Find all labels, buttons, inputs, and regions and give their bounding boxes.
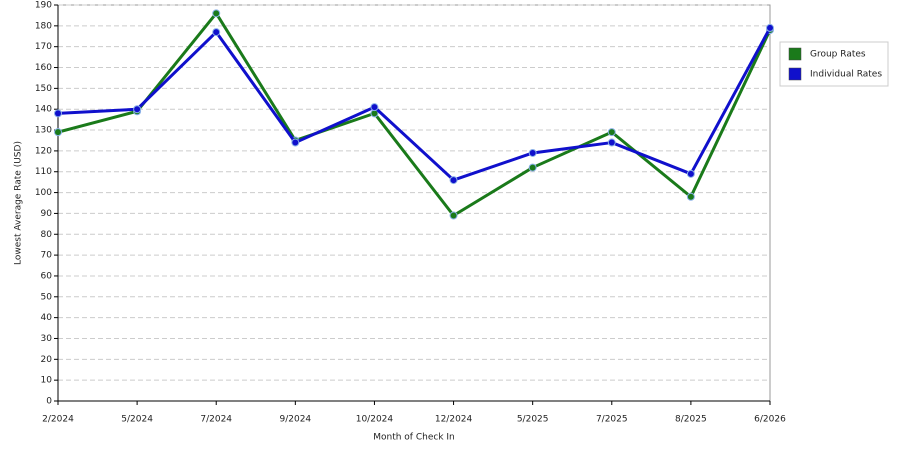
x-tick-label: 8/2025 — [675, 415, 707, 425]
data-point — [449, 176, 458, 185]
y-tick-label: 70 — [41, 251, 53, 261]
data-point — [449, 211, 458, 220]
y-tick-label: 30 — [41, 334, 53, 344]
data-point — [133, 105, 142, 114]
y-tick-label: 160 — [35, 63, 52, 73]
y-tick-label: 130 — [35, 126, 52, 136]
y-tick-label: 60 — [41, 271, 53, 281]
data-point — [54, 128, 62, 137]
plot-frame — [57, 4, 771, 402]
y-tick-label: 80 — [41, 230, 53, 240]
y-tick-label: 110 — [35, 167, 52, 177]
x-tick-label: 7/2024 — [200, 415, 232, 425]
legend-swatch — [788, 47, 802, 61]
x-tick-label: 9/2024 — [279, 415, 311, 425]
data-point — [212, 28, 221, 37]
data-point — [766, 23, 774, 32]
data-point — [54, 109, 62, 118]
x-tick-label: 6/2026 — [754, 415, 786, 425]
y-axis-title: Lowest Average Rate (USD) — [14, 141, 24, 265]
series-line — [57, 11, 772, 218]
legend-label: Group Rates — [810, 50, 866, 60]
y-tick-label: 90 — [41, 209, 53, 219]
y-tick-label: 170 — [35, 42, 52, 52]
series-line — [57, 27, 772, 182]
data-point — [291, 138, 300, 147]
data-point — [370, 103, 379, 112]
y-tick-label: 100 — [35, 188, 52, 198]
y-tick-label: 50 — [41, 292, 53, 302]
x-tick-label: 12/2024 — [435, 415, 473, 425]
y-tick-label: 150 — [35, 84, 52, 94]
y-tick-label: 20 — [41, 355, 53, 365]
data-point — [686, 192, 695, 201]
data-point — [686, 169, 695, 178]
x-tick-label: 7/2025 — [596, 415, 628, 425]
x-tick-label: 5/2025 — [517, 415, 549, 425]
y-tick-label: 10 — [41, 376, 53, 386]
x-tick-label: 2/2024 — [42, 415, 74, 425]
data-point — [528, 163, 537, 172]
x-tick-label: 10/2024 — [356, 415, 394, 425]
x-axis-title: Month of Check In — [373, 433, 455, 443]
y-tick-label: 140 — [35, 105, 52, 115]
y-tick-label: 0 — [46, 397, 52, 407]
legend-swatch — [788, 67, 802, 81]
data-point — [212, 9, 221, 18]
y-tick-label: 190 — [35, 1, 52, 11]
x-tick-label: 5/2024 — [121, 415, 153, 425]
y-tick-label: 120 — [35, 146, 52, 156]
y-tick-label: 180 — [35, 21, 52, 31]
data-point — [607, 128, 616, 137]
data-point — [528, 148, 537, 157]
data-point — [607, 138, 616, 147]
y-tick-label: 40 — [41, 313, 53, 323]
legend-label: Individual Rates — [810, 70, 882, 80]
